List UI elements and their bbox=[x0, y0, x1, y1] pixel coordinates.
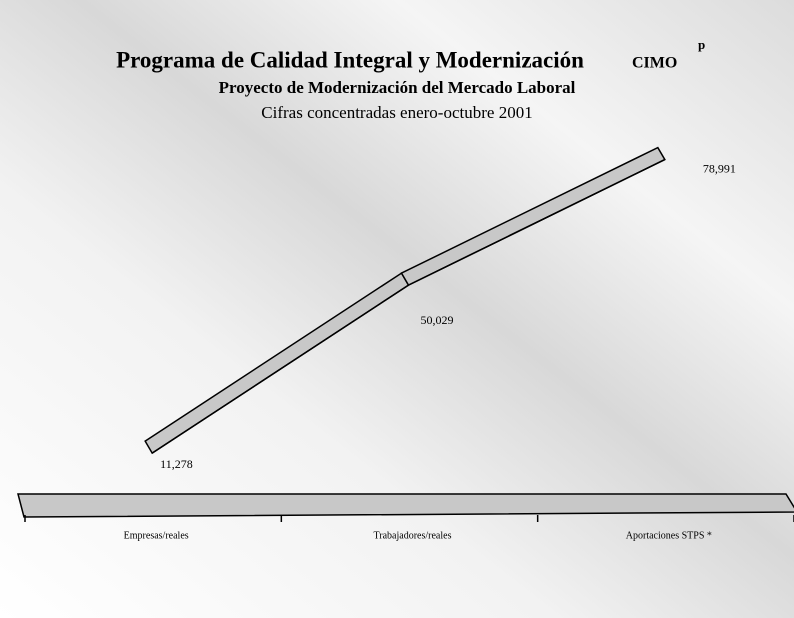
data-label: 11,278 bbox=[160, 457, 193, 471]
x-tick-label: Trabajadores/reales bbox=[374, 530, 452, 541]
title-tag: CIMO bbox=[632, 55, 677, 72]
x-tick-label: Aportaciones STPS * bbox=[626, 530, 712, 541]
caption: Cifras concentradas enero-octubre 2001 bbox=[261, 103, 532, 122]
subtitle: Proyecto de Modernización del Mercado La… bbox=[219, 78, 576, 97]
title-tag-superscript: p bbox=[698, 37, 705, 52]
data-label: 50,029 bbox=[421, 313, 454, 327]
floor bbox=[17, 493, 794, 518]
x-tick-label: Empresas/reales bbox=[124, 530, 189, 541]
line bbox=[151, 158, 666, 454]
data-label: 78,991 bbox=[703, 161, 736, 175]
chart-title: Programa de Calidad Integral y Moderniza… bbox=[116, 47, 584, 72]
